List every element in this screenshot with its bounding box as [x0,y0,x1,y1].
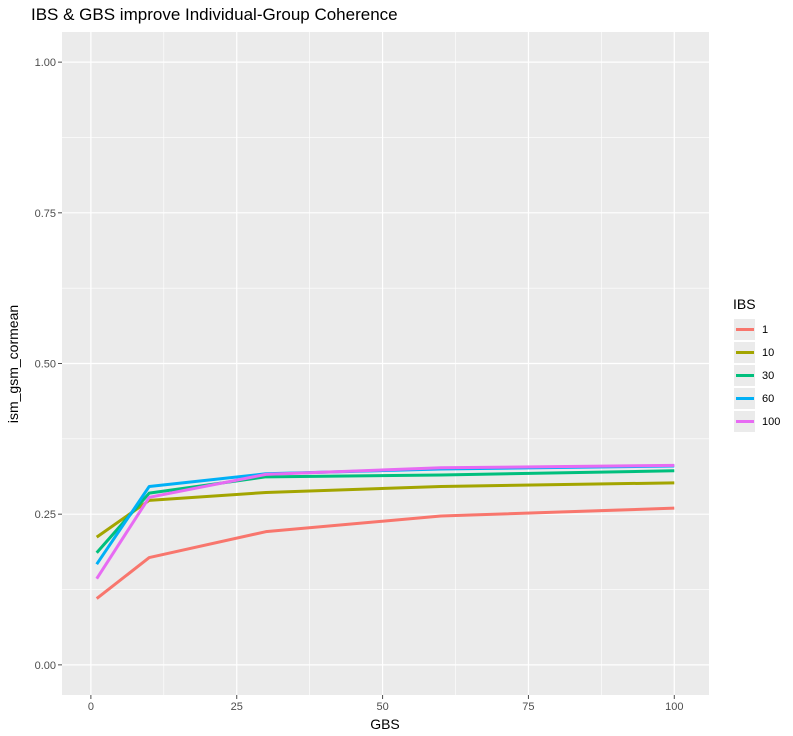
legend-swatch [735,374,754,377]
legend-item-60: 60 [733,387,780,410]
legend-swatch [735,328,754,331]
x-tick-label: 0 [88,701,94,713]
legend-label: 30 [762,369,775,382]
x-axis-title: GBS [370,716,400,732]
legend-item-1: 1 [733,318,780,341]
chart-title: IBS & GBS improve Individual-Group Coher… [31,5,398,24]
legend-item-100: 100 [733,410,780,433]
legend-label: 1 [762,323,769,336]
x-tick-label: 25 [231,701,243,713]
legend-swatch [735,351,754,354]
y-tick-label: 0.75 [35,208,56,220]
series-line-ibs-100 [95,463,675,580]
y-tick-label: 0.25 [35,509,56,521]
legend-key [733,318,756,341]
legend-label: 10 [762,346,775,359]
legend-items: 1 10 30 60 100 [733,318,780,433]
legend-title: IBS [733,296,756,312]
axis-ticks [58,61,675,699]
legend-key [733,341,756,364]
y-tick-label: 0.50 [35,359,56,371]
legend-item-30: 30 [733,364,780,387]
y-axis-title: ism_gsm_cormean [5,305,21,423]
x-tick-label: 50 [376,701,388,713]
legend-key [733,364,756,387]
x-tick-labels: 0 25 50 75 100 [88,701,684,713]
legend-swatch [735,420,754,423]
major-gridlines [62,32,709,695]
legend-item-10: 10 [733,341,780,364]
x-tick-label: 100 [665,701,683,713]
legend-label: 100 [762,415,781,428]
legend-label: 60 [762,392,775,405]
legend-key [733,387,756,410]
series-lines [95,463,675,600]
legend-key [733,410,756,433]
x-tick-label: 75 [522,701,534,713]
legend: IBS 1 10 30 60 100 [733,296,780,433]
y-tick-labels: 0.00 0.25 0.50 0.75 1.00 [35,57,56,672]
series-line-ibs-1 [95,506,675,600]
y-tick-label: 1.00 [35,57,56,69]
y-tick-label: 0.00 [35,660,56,672]
legend-swatch [735,397,754,400]
